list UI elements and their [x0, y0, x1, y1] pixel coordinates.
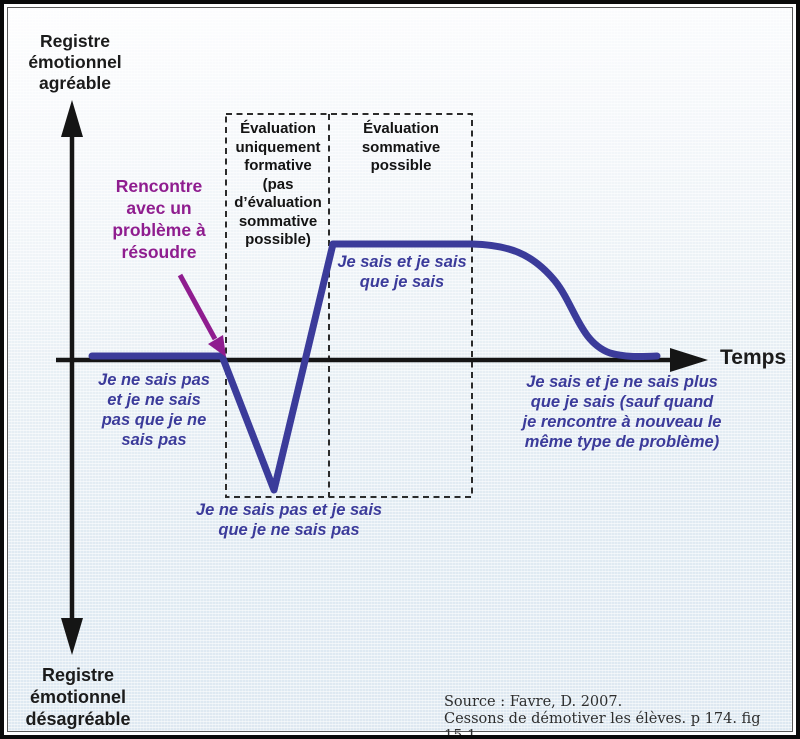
- zone-formative-label: Évaluation uniquement formative (pas d’é…: [234, 120, 322, 248]
- problem-encounter-label: Rencontre avec un problème à résoudre: [112, 176, 206, 262]
- stage-integrated-knowledge-label: Je sais et je ne sais plus que je sais (…: [522, 373, 722, 451]
- y-axis-negative-label: Registre émotionnel désagréable: [25, 665, 131, 729]
- y-axis-down-arrowhead: [61, 618, 83, 655]
- y-axis-positive-label: Registre émotionnel agréable: [28, 31, 122, 93]
- diagram-canvas: [56, 100, 708, 655]
- figure-background: [7, 7, 793, 732]
- x-axis-label: Temps: [720, 346, 787, 369]
- emotion-curve: [88, 240, 661, 494]
- problem-arrow-head: [208, 335, 226, 357]
- evaluation-zones-box: [225, 113, 473, 498]
- problem-arrow-shaft: [177, 273, 218, 341]
- source-citation: Source : Favre, D. 2007. Cessons de démo…: [444, 694, 761, 739]
- x-axis-arrowhead: [670, 348, 708, 372]
- stage-conscious-knowledge-label: Je sais et je sais que je sais: [337, 253, 467, 291]
- stage-conscious-ignorance-label: Je ne sais pas et je sais que je ne sais…: [195, 501, 383, 539]
- stage-unconscious-ignorance-label: Je ne sais pas et je ne sais pas que je …: [98, 371, 210, 449]
- y-axis-up-arrowhead: [61, 100, 83, 137]
- zone-sommative-label: Évaluation sommative possible: [361, 120, 441, 174]
